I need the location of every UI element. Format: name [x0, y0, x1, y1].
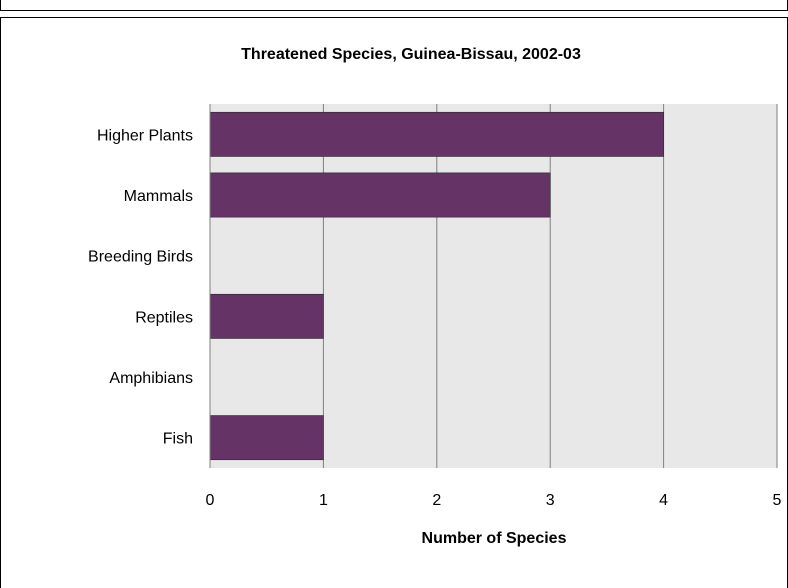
category-label: Higher Plants [97, 127, 193, 144]
category-labels: Higher Plants Mammals Breeding Birds Reptil… [88, 127, 193, 447]
category-label: Breeding Birds [88, 249, 193, 266]
x-tick-label: 4 [659, 492, 668, 509]
gridlines [322, 104, 778, 468]
x-tick-label: 0 [206, 492, 215, 509]
bar [209, 415, 324, 461]
x-tick-labels: 0 1 2 3 4 5 [206, 492, 782, 509]
x-tick-label: 5 [773, 492, 782, 509]
bars [209, 111, 664, 461]
bar [209, 172, 551, 218]
x-tick-label: 1 [319, 492, 328, 509]
chart-title: Threatened Species, Guinea-Bissau, 2002-… [241, 46, 581, 63]
bar [209, 293, 324, 339]
category-label: Mammals [124, 188, 193, 205]
plot-area [210, 104, 777, 468]
category-label: Amphibians [109, 370, 193, 387]
bar [209, 111, 664, 157]
x-tick-label: 2 [432, 492, 441, 509]
category-label: Reptiles [135, 309, 193, 326]
x-axis-title: Number of Species [422, 530, 567, 547]
category-label: Fish [163, 431, 193, 448]
x-tick-label: 3 [546, 492, 555, 509]
